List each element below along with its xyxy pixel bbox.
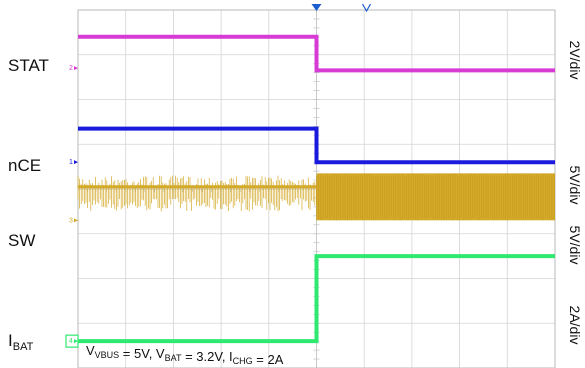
trace-line-stat xyxy=(78,34,555,73)
channel-label-nce: nCE xyxy=(8,156,41,175)
sw-switching-texture xyxy=(316,173,555,221)
delay-marker xyxy=(361,3,372,13)
sw-switching-after xyxy=(316,173,555,221)
trace-line-ibat xyxy=(78,254,555,344)
scale-label-stat: 2V/div xyxy=(567,41,583,80)
channel-marker-stat: 2 xyxy=(69,65,78,72)
trigger-position-marker xyxy=(311,4,322,11)
channel-label-sw: SW xyxy=(8,231,35,250)
trace-line-nce xyxy=(78,126,555,165)
channel-label-ibat: IBAT xyxy=(8,331,34,353)
scope-traces xyxy=(77,34,555,344)
marker-number: 3 xyxy=(69,217,73,224)
trace-stat xyxy=(78,34,555,73)
marker-arrow xyxy=(74,66,78,71)
trace-ibat xyxy=(78,254,555,344)
scale-label-nce: 5V/div xyxy=(567,166,583,205)
channel-marker-nce: 1 xyxy=(69,159,78,166)
channel-scales: 2V/div 5V/div 5V/div 2A/div xyxy=(567,41,583,345)
marker-arrow xyxy=(74,339,78,344)
marker-number: 4 xyxy=(69,338,73,345)
channel-marker-ibat: 4 xyxy=(65,334,79,348)
channel-labels: STAT nCE SW IBAT xyxy=(8,56,49,353)
channel-markers: 2 1 3 4 xyxy=(65,65,79,348)
marker-arrow xyxy=(74,160,78,165)
trace-sw xyxy=(77,173,555,221)
scale-label-ibat: 2A/div xyxy=(567,306,583,345)
scale-label-sw: 5V/div xyxy=(567,226,583,265)
channel-marker-sw: 3 xyxy=(69,217,78,224)
channel-label-stat: STAT xyxy=(8,56,49,75)
test-conditions-note: VVBUS = 5V, VBAT = 3.2V, ICHG = 2A xyxy=(86,343,284,367)
marker-number: 1 xyxy=(69,159,73,166)
trace-nce xyxy=(78,126,555,165)
marker-number: 2 xyxy=(69,65,73,72)
sw-switching-before xyxy=(77,175,317,212)
marker-arrow xyxy=(74,218,78,223)
